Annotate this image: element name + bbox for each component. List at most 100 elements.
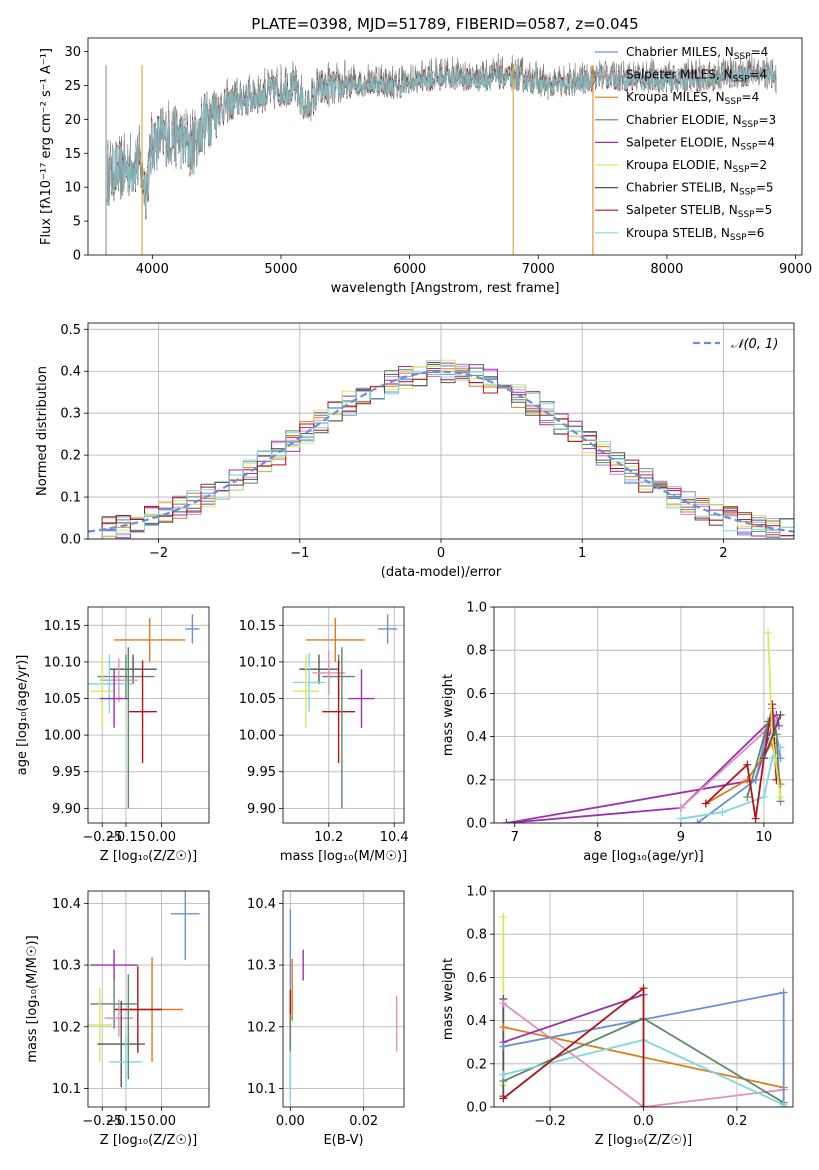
x-tick-label: 4000	[136, 262, 169, 277]
weight-lines	[502, 628, 785, 823]
x-tick-label: −0.25	[82, 1114, 122, 1129]
legend-label: Kroupa ELODIE, NSSP=2	[626, 158, 767, 175]
x-tick-label: 0.00	[147, 830, 176, 845]
errorbar-point	[292, 653, 326, 712]
weight-line	[705, 704, 778, 819]
errorbar-point	[292, 654, 319, 728]
y-tick-label: 0.8	[466, 928, 487, 943]
x-tick-label: 10.4	[380, 830, 409, 845]
legend-label: Chabrier MILES, NSSP=4	[626, 45, 768, 62]
x-tick-label: −0.15	[106, 830, 146, 845]
weight-marker	[639, 984, 648, 993]
legend-label: Salpeter STELIB, NSSP=5	[626, 203, 772, 220]
y-axis-label: Flux [fλ10⁻¹⁷ erg cm⁻² s⁻¹ A⁻¹]	[39, 48, 54, 245]
y-tick-label: 10.05	[239, 692, 276, 707]
errorbar-point	[171, 891, 200, 961]
weight-marker	[499, 1023, 508, 1032]
errorbar-point	[322, 660, 355, 763]
y-tick-label: 0.4	[466, 730, 487, 745]
errorbars	[289, 909, 398, 1101]
legend-label: Chabrier STELIB, NSSP=5	[626, 181, 774, 198]
weight-marker	[759, 754, 768, 763]
errorbar-point	[305, 617, 365, 662]
x-tick-label: 6000	[393, 262, 426, 277]
y-tick-label: 10.3	[247, 959, 276, 974]
age_vs_mass-axes: 10.2 10.4 9.90 9.95 10.00 10.05 10.10 10.15 mass…	[239, 606, 409, 864]
weight-lines	[499, 912, 788, 1107]
weight-marker	[751, 814, 760, 823]
weight-marker	[779, 988, 788, 997]
y-tick-label: 0.2	[466, 773, 487, 788]
chart-title: PLATE=0398, MJD=51789, FIBERID=0587, z=0…	[251, 15, 638, 33]
y-tick-label: 9.90	[52, 802, 81, 817]
weight_vs_age-axes: 7 8 9 10 0.0 0.2 0.4 0.6 0.8 1.0 age [log₁₀(age/yr…	[441, 601, 794, 864]
y-tick-label: 10.10	[239, 655, 276, 670]
axes-frame	[87, 890, 210, 1108]
errorbar-point	[377, 614, 398, 644]
legend-label: Salpeter MILES, NSSP=4	[626, 68, 767, 85]
y-tick-label: 0	[73, 249, 81, 264]
errorbars	[88, 614, 200, 809]
x-tick-label: 5000	[264, 262, 297, 277]
x-tick-label: 0.2	[727, 1114, 748, 1129]
weight-marker	[499, 1042, 508, 1051]
legend-label: Kroupa STELIB, NSSP=6	[626, 226, 764, 243]
weight-marker	[772, 775, 781, 784]
y-tick-label: 30	[64, 45, 81, 60]
y-tick-label: 0.2	[60, 449, 81, 464]
x-tick-label: −0.2	[534, 1114, 566, 1129]
histogram-step	[88, 360, 794, 539]
weight-marker	[764, 628, 773, 637]
x-tick-label: 0.00	[276, 1114, 305, 1129]
weight-marker	[743, 760, 752, 769]
errorbar-point	[97, 1000, 145, 1088]
y-tick-label: 10.00	[44, 729, 81, 744]
x-axis-label: wavelength [Angstrom, rest frame]	[331, 281, 560, 296]
y-tick-label: 10.05	[44, 692, 81, 707]
residuals-axes: −2 −1 0 1 2 0.0 0.1 0.2 0.3 0.4 0.5 (data-model)/er…	[35, 322, 795, 580]
legend-label: Salpeter ELODIE, NSSP=4	[626, 135, 775, 152]
y-axis-label: mass weight	[441, 674, 456, 756]
axes-frame	[87, 322, 795, 540]
x-tick-label: −1	[290, 546, 309, 561]
y-tick-label: 10.00	[239, 729, 276, 744]
axes-frame	[87, 606, 210, 824]
histograms	[88, 359, 794, 539]
y-tick-label: 10.3	[52, 959, 81, 974]
model-line	[106, 65, 777, 217]
y-tick-label: 10.10	[44, 655, 81, 670]
errorbar-point	[185, 614, 200, 644]
x-tick-label: 8	[594, 830, 602, 845]
y-tick-label: 0.0	[60, 533, 81, 548]
y-tick-label: 10.4	[247, 897, 276, 912]
axes-frame	[282, 606, 405, 824]
x-tick-label: 0.00	[147, 1114, 176, 1129]
axes-frame	[87, 37, 803, 256]
y-axis-label: Normed distribution	[35, 366, 50, 496]
errorbar-point	[99, 658, 138, 703]
legend: Chabrier MILES, NSSP=4 Salpeter MILES, NS…	[595, 45, 776, 243]
y-tick-label: 0.3	[60, 407, 81, 422]
x-tick-label: 0	[437, 546, 445, 561]
weight-marker	[676, 803, 685, 812]
y-tick-label: 10.2	[52, 1020, 81, 1035]
axes-frame	[493, 606, 794, 824]
mass_vs_EBV-axes: 0.00 0.02 10.1 10.2 10.3 10.4 E(B-V)	[247, 890, 405, 1148]
weight-marker	[499, 999, 508, 1008]
y-tick-label: 5	[73, 215, 81, 230]
axes-frame	[493, 890, 794, 1108]
errorbars	[88, 891, 200, 1088]
weight-marker	[499, 1094, 508, 1103]
y-tick-label: 0.8	[466, 644, 487, 659]
axes-frame	[282, 890, 405, 1108]
errorbar-point	[88, 654, 134, 714]
errorbar-point	[109, 1037, 143, 1087]
x-tick-label: 0.02	[349, 1114, 378, 1129]
errorbar-point	[114, 617, 186, 662]
errorbar-point	[97, 654, 155, 699]
y-tick-label: 15	[64, 147, 81, 162]
mass_vs_Z-axes: −0.25−0.15 0.00 10.1 10.2 10.3 10.4 Z [log₁₀(Z…	[25, 890, 210, 1148]
legend-label: Kroupa MILES, NSSP=4	[626, 90, 759, 107]
y-tick-label: 10.15	[44, 619, 81, 634]
x-tick-label: 8000	[650, 262, 683, 277]
